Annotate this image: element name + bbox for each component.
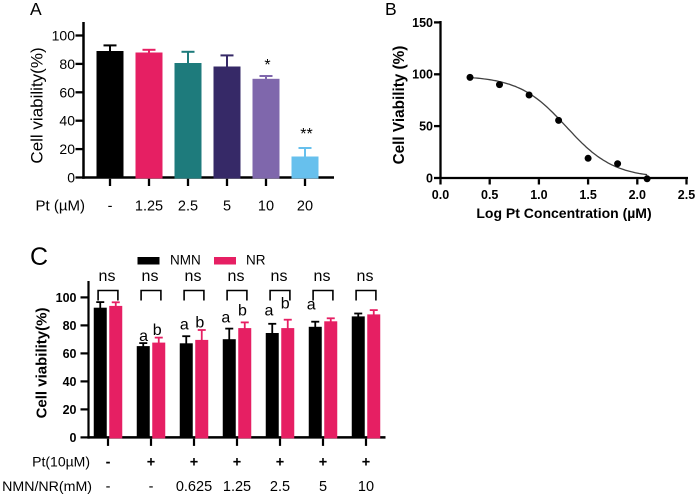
svg-text:a: a	[307, 297, 316, 314]
svg-text:60: 60	[59, 84, 75, 100]
svg-text:b: b	[238, 303, 247, 320]
svg-text:60: 60	[63, 347, 77, 361]
svg-text:*: *	[264, 57, 270, 74]
svg-text:a: a	[221, 310, 230, 327]
svg-text:a: a	[180, 317, 189, 334]
svg-text:0: 0	[67, 170, 75, 186]
svg-text:ns: ns	[357, 268, 374, 285]
svg-text:-: -	[108, 198, 113, 214]
svg-text:Cell viability(%): Cell viability(%)	[28, 47, 47, 163]
svg-text:C: C	[30, 243, 48, 271]
svg-text:0: 0	[426, 171, 433, 185]
svg-text:ns: ns	[142, 268, 159, 285]
svg-text:Pt (µM): Pt (µM)	[36, 197, 85, 214]
svg-text:A: A	[30, 0, 42, 19]
svg-text:b: b	[281, 296, 290, 313]
svg-text:0.0: 0.0	[432, 188, 449, 202]
svg-text:40: 40	[59, 113, 75, 129]
svg-text:-: -	[106, 479, 111, 494]
svg-text:100: 100	[56, 291, 77, 305]
svg-text:40: 40	[63, 375, 77, 389]
svg-text:+: +	[233, 455, 241, 471]
svg-text:0: 0	[70, 431, 77, 445]
svg-text:ns: ns	[185, 268, 202, 285]
svg-text:+: +	[147, 455, 155, 471]
svg-text:+: +	[190, 455, 198, 471]
svg-text:Pt(10µM): Pt(10µM)	[32, 454, 90, 470]
svg-text:ns: ns	[314, 268, 331, 285]
svg-text:0.625: 0.625	[176, 479, 212, 494]
svg-text:5: 5	[223, 198, 231, 214]
svg-text:**: **	[300, 126, 312, 143]
svg-text:2.0: 2.0	[629, 188, 646, 202]
svg-text:Cell viability(%): Cell viability(%)	[34, 308, 51, 419]
svg-text:+: +	[319, 455, 327, 471]
svg-text:1.0: 1.0	[530, 188, 547, 202]
svg-text:NR: NR	[246, 253, 266, 268]
svg-text:100: 100	[52, 28, 76, 44]
svg-text:20: 20	[63, 403, 77, 417]
svg-text:50: 50	[419, 120, 433, 134]
svg-text:5: 5	[319, 479, 327, 494]
svg-text:1.25: 1.25	[223, 479, 251, 494]
svg-text:10: 10	[358, 479, 374, 494]
svg-text:80: 80	[59, 56, 75, 72]
svg-text:ns: ns	[99, 268, 116, 285]
svg-text:B: B	[385, 0, 397, 19]
svg-text:Log Pt Concentration (µM): Log Pt Concentration (µM)	[476, 205, 651, 221]
svg-text:+: +	[362, 455, 370, 471]
svg-text:1.5: 1.5	[579, 188, 596, 202]
svg-text:NMN: NMN	[170, 253, 201, 268]
svg-text:a: a	[139, 328, 148, 345]
svg-text:10: 10	[258, 198, 274, 214]
svg-text:Cell Viability (%): Cell Viability (%)	[391, 46, 408, 165]
svg-text:0.5: 0.5	[481, 188, 498, 202]
svg-text:b: b	[195, 315, 204, 332]
svg-text:ns: ns	[228, 268, 245, 285]
svg-text:+: +	[276, 455, 284, 471]
svg-text:a: a	[264, 303, 273, 320]
svg-text:100: 100	[412, 68, 433, 82]
svg-text:1.25: 1.25	[135, 198, 163, 214]
svg-text:150: 150	[412, 16, 433, 30]
svg-text:-: -	[149, 479, 154, 494]
svg-text:NMN/NR(mM): NMN/NR(mM)	[2, 479, 92, 494]
svg-text:-: -	[106, 455, 111, 471]
svg-text:2.5: 2.5	[178, 198, 198, 214]
svg-text:80: 80	[63, 319, 77, 333]
svg-text:20: 20	[59, 141, 75, 157]
svg-text:2.5: 2.5	[678, 188, 695, 202]
svg-text:2.5: 2.5	[270, 479, 290, 494]
svg-text:b: b	[153, 322, 162, 339]
svg-text:ns: ns	[271, 268, 288, 285]
svg-text:20: 20	[297, 198, 313, 214]
